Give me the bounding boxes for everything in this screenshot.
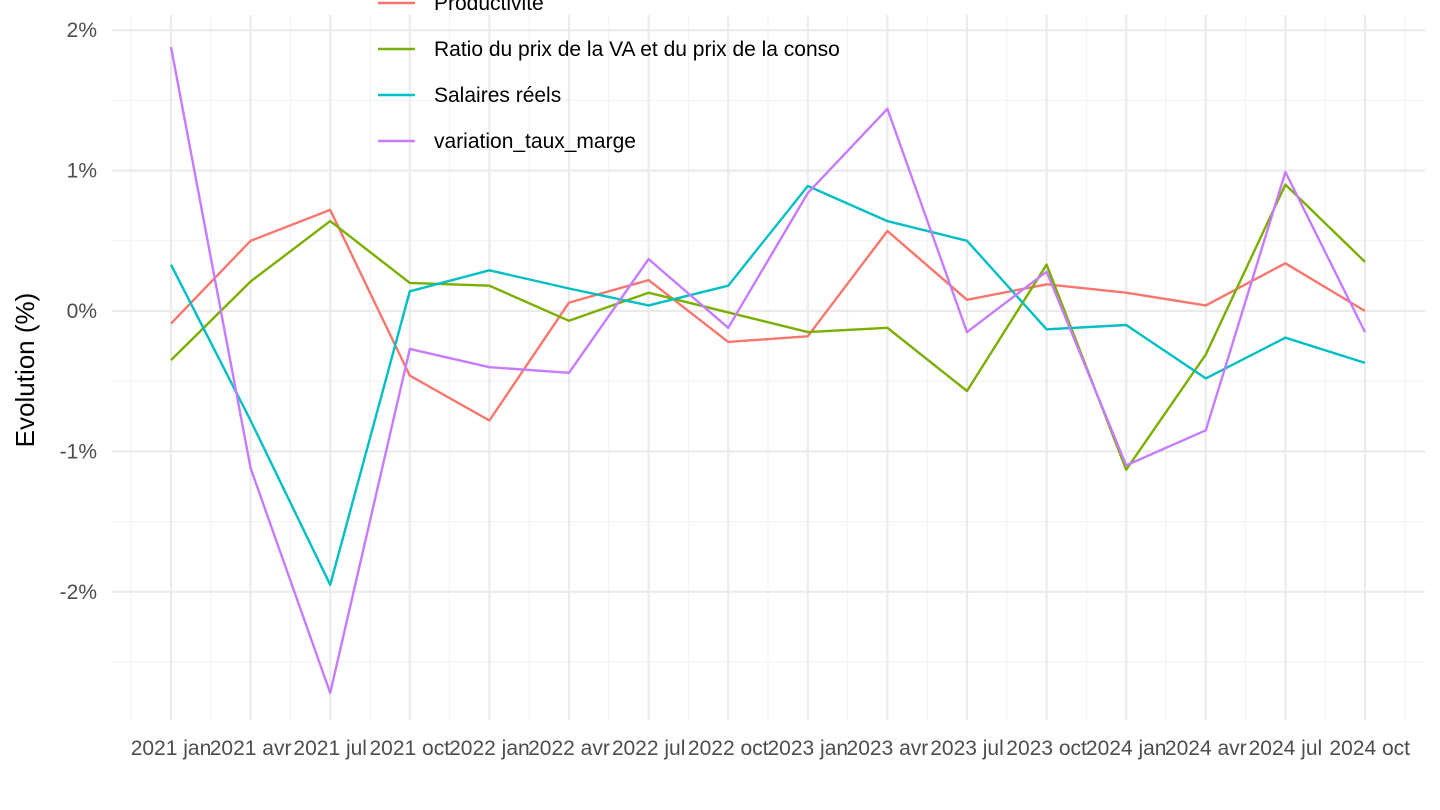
x-tick-label: 2021 oct (370, 737, 451, 760)
legend-label: Ratio du prix de la VA et du prix de la … (434, 38, 840, 61)
legend-label: variation_taux_marge (434, 130, 636, 153)
x-tick-label: 2023 jul (930, 737, 1004, 760)
y-tick-label: -1% (60, 440, 97, 463)
x-tick-label: 2024 jul (1249, 737, 1323, 760)
series-lines (169, 46, 1367, 695)
x-tick-label: 2023 jan (768, 737, 849, 760)
x-tick-label: 2023 oct (1006, 737, 1087, 760)
x-tick-label: 2021 jan (131, 737, 212, 760)
legend-label: Salaires réels (434, 84, 561, 107)
major-gridlines (112, 15, 1425, 720)
series-line-2 (170, 183, 1366, 471)
x-tick-label: 2022 jan (449, 737, 530, 760)
series-line-3 (169, 184, 1366, 586)
legend-label: Productivité (434, 0, 544, 15)
y-tick-label: 2% (67, 19, 97, 42)
x-tick-label: 2021 jul (293, 737, 367, 760)
x-tick-label: 2024 oct (1329, 737, 1410, 760)
x-tick-label: 2024 jan (1086, 737, 1167, 760)
x-tick-label: 2024 avr (1165, 737, 1247, 760)
series-line-4 (169, 46, 1367, 695)
x-tick-label: 2022 avr (528, 737, 610, 760)
y-axis-tick-labels: 2% 1% 0% -1% -2% (60, 19, 97, 604)
legend: Productivité Ratio du prix de la VA et du… (378, 0, 840, 153)
x-tick-label: 2021 avr (210, 737, 292, 760)
y-tick-label: 1% (67, 160, 97, 183)
y-tick-label: -2% (60, 581, 97, 604)
y-axis-title: Evolution (%) (10, 293, 40, 448)
x-tick-label: 2022 oct (688, 737, 769, 760)
x-tick-label: 2022 jul (612, 737, 686, 760)
x-tick-label: 2023 avr (847, 737, 929, 760)
series-line-1 (170, 208, 1366, 422)
y-tick-label: 0% (67, 300, 97, 323)
